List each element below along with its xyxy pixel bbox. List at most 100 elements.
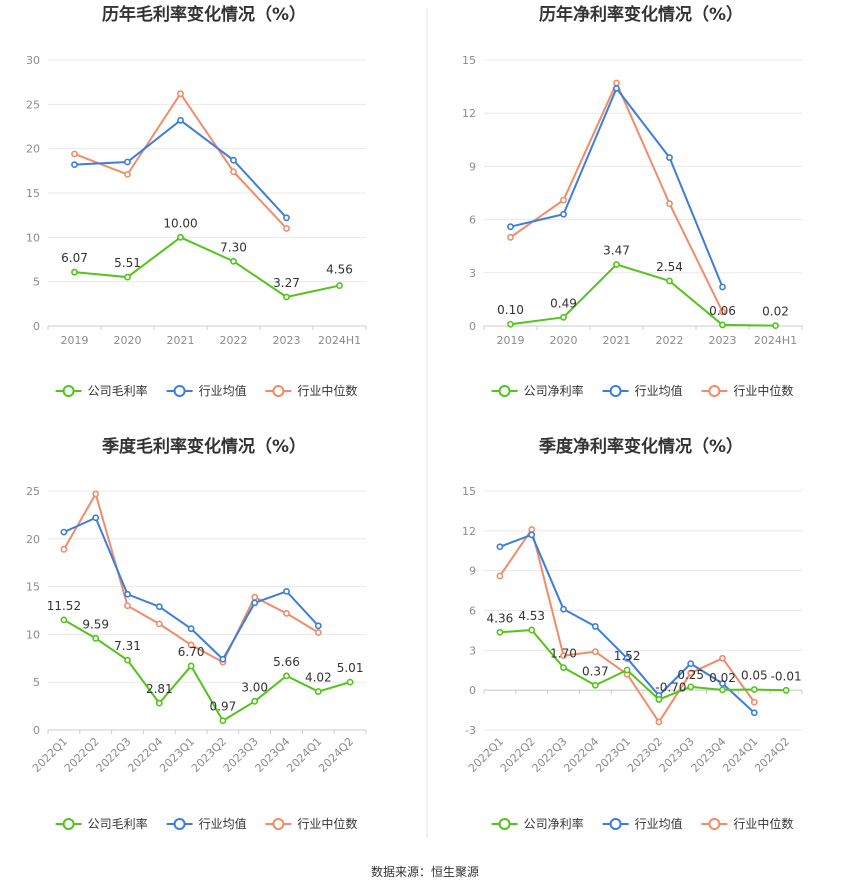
chart-panel-1: 历年毛利率变化情况（%） 0 5 10 15 20 25 30 2019 2020 2021 2022… — [26, 4, 367, 398]
data-point — [187, 662, 195, 670]
data-point — [314, 629, 322, 636]
data-point — [177, 116, 184, 124]
legend-swatch-marker — [173, 385, 186, 397]
chart-panel-2: 历年净利率变化情况（%） 0 3 6 9 12 15 2019 2020 2021 2022 2023… — [462, 4, 803, 398]
legend-swatch-marker — [609, 818, 622, 830]
legend-item[interactable]: 公司毛利率 — [55, 383, 148, 398]
data-point — [124, 170, 131, 178]
x-tick-label: 2024Q2 — [752, 735, 792, 775]
data-label: 0.25 — [677, 668, 704, 682]
data-point — [750, 686, 758, 693]
data-point — [124, 602, 131, 610]
data-label: 5.51 — [114, 256, 141, 270]
legend-label: 行业中位数 — [733, 383, 793, 398]
data-point — [177, 233, 184, 241]
y-tick-label: 3 — [469, 267, 476, 280]
data-point — [528, 626, 536, 634]
y-tick-label: 5 — [33, 676, 40, 689]
data-point — [666, 200, 673, 208]
y-tick-label: 15 — [462, 54, 476, 67]
data-point — [687, 660, 695, 668]
data-point — [719, 680, 726, 687]
legend-item[interactable]: 行业中位数 — [701, 816, 793, 831]
data-point — [124, 590, 131, 598]
x-tick-label: 2023 — [273, 334, 301, 347]
data-point — [496, 628, 504, 636]
data-point — [219, 717, 227, 725]
data-point — [230, 168, 237, 176]
data-point — [613, 84, 620, 92]
y-tick-label: 9 — [469, 565, 476, 578]
data-point — [560, 605, 567, 613]
x-tick-label: 2021 — [167, 334, 195, 347]
data-label: 3.47 — [603, 243, 630, 257]
series-line-company — [74, 236, 340, 299]
data-label: 3.00 — [241, 680, 268, 694]
data-point — [346, 678, 354, 686]
data-label: 4.56 — [326, 263, 353, 277]
data-point — [560, 664, 567, 671]
y-tick-label: 10 — [26, 231, 40, 244]
legend-item[interactable]: 行业中位数 — [265, 383, 357, 398]
data-point — [283, 225, 290, 232]
data-point — [591, 681, 599, 689]
data-point — [613, 79, 620, 87]
x-tick-label: 2020 — [114, 334, 142, 347]
legend-swatch-marker — [272, 818, 285, 830]
data-label: 9.59 — [82, 617, 109, 631]
chart-legend: 公司净利率 行业均值 行业中位数 — [491, 383, 793, 398]
data-label: -0.01 — [771, 669, 802, 683]
data-point — [528, 531, 536, 539]
data-point — [719, 321, 726, 329]
y-tick-label: 0 — [469, 320, 476, 333]
y-tick-label: 20 — [26, 143, 40, 156]
data-point — [560, 196, 567, 204]
legend-item[interactable]: 行业均值 — [602, 383, 683, 398]
data-point — [623, 666, 631, 674]
y-tick-label: 6 — [469, 214, 476, 227]
legend-item[interactable]: 公司毛利率 — [55, 816, 148, 831]
data-point — [528, 526, 536, 533]
data-point — [560, 210, 567, 218]
data-label: 2.54 — [656, 260, 683, 274]
y-tick-label: 20 — [26, 533, 40, 546]
y-tick-label: 10 — [26, 628, 40, 641]
series-line-industry-median — [74, 92, 288, 230]
data-label: 4.36 — [487, 611, 514, 625]
data-point — [92, 514, 100, 522]
legend-swatch-marker — [272, 385, 285, 397]
legend-item[interactable]: 行业中位数 — [265, 816, 357, 831]
legend-item[interactable]: 行业均值 — [602, 816, 683, 831]
data-point — [187, 641, 195, 649]
data-point — [124, 656, 131, 664]
data-point — [314, 622, 322, 630]
data-label: 1.70 — [550, 647, 577, 661]
data-source-note: 数据来源：恒生聚源 — [371, 864, 479, 879]
data-label: 6.07 — [61, 251, 88, 265]
legend-label: 行业均值 — [199, 816, 247, 831]
legend-swatch-marker — [498, 385, 511, 397]
data-point — [772, 322, 779, 330]
y-tick-label: 9 — [469, 160, 476, 173]
legend-item[interactable]: 行业均值 — [166, 383, 247, 398]
data-label: 4.53 — [518, 609, 545, 623]
data-point — [60, 528, 68, 536]
y-tick-label: 0 — [33, 320, 40, 333]
y-tick-label: 15 — [26, 581, 40, 594]
y-tick-label: 6 — [469, 605, 476, 618]
legend-item[interactable]: 公司净利率 — [491, 816, 584, 831]
y-tick-label: -3 — [465, 724, 476, 737]
data-point — [92, 490, 100, 498]
x-tick-label: 2022 — [656, 334, 684, 347]
data-point — [336, 282, 343, 289]
y-tick-label: 12 — [462, 107, 476, 120]
legend-label: 公司净利率 — [524, 383, 584, 398]
data-label: 11.52 — [47, 599, 81, 613]
legend-item[interactable]: 公司净利率 — [491, 383, 584, 398]
y-tick-label: 15 — [26, 187, 40, 200]
data-label: 6.70 — [178, 645, 205, 659]
y-tick-label: 15 — [462, 485, 476, 498]
data-point — [719, 654, 726, 662]
legend-item[interactable]: 行业均值 — [166, 816, 247, 831]
legend-item[interactable]: 行业中位数 — [701, 383, 793, 398]
